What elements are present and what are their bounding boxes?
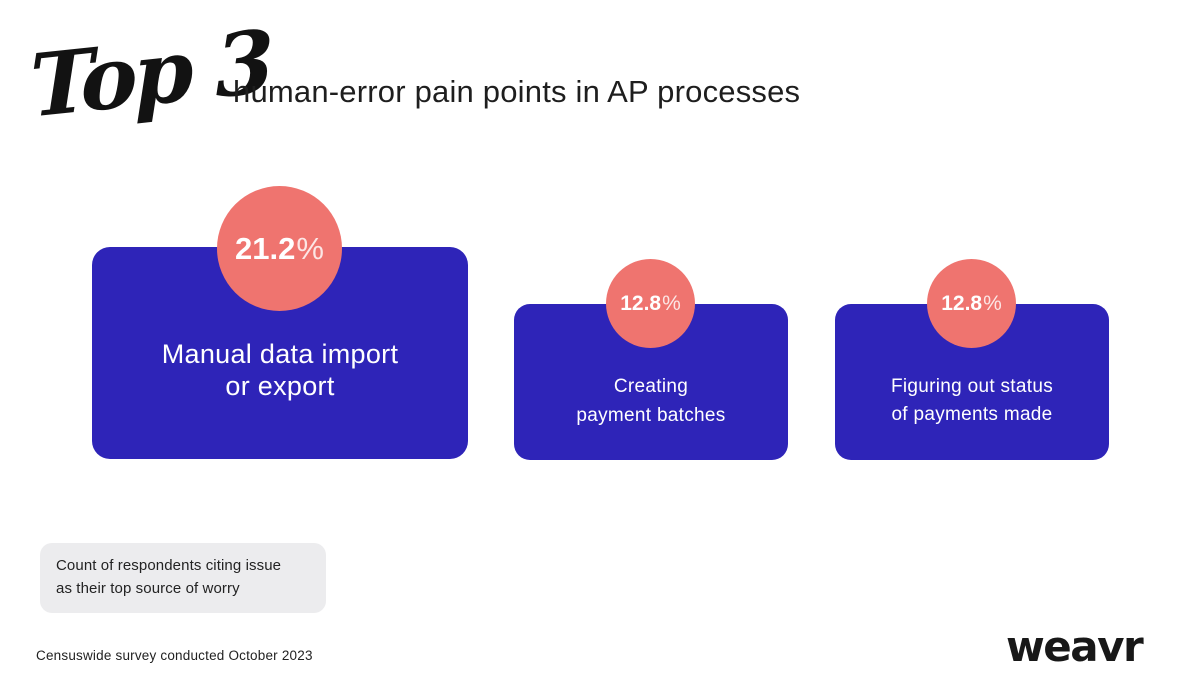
percent-bubble: 21.2% bbox=[217, 186, 342, 311]
page-title: human-error pain points in AP processes bbox=[233, 74, 801, 109]
percent-sign: % bbox=[662, 291, 681, 315]
card-label: Creating payment batches bbox=[576, 372, 725, 431]
card-label-line2: payment batches bbox=[576, 405, 726, 426]
card-label-line2: of payments made bbox=[891, 404, 1053, 425]
card-label-line2: or export bbox=[225, 371, 335, 401]
percent-bubble: 12.8% bbox=[606, 259, 695, 348]
survey-source-text: Censuswide survey conducted October 2023 bbox=[36, 648, 313, 663]
note-line1: Count of respondents citing issue bbox=[56, 557, 282, 574]
card-label: Manual data import or export bbox=[162, 338, 399, 403]
percent-value: 12.8 bbox=[941, 291, 983, 315]
percent-sign: % bbox=[983, 291, 1002, 315]
methodology-note: Count of respondents citing issue as the… bbox=[40, 543, 326, 613]
card-label-line1: Figuring out status bbox=[890, 376, 1053, 398]
top3-badge: Top 3 bbox=[28, 11, 273, 138]
card-label: Figuring out status of payments made bbox=[891, 373, 1053, 428]
card-label-line1: Manual data import bbox=[161, 338, 399, 369]
percent-bubble: 12.8% bbox=[927, 259, 1016, 348]
percent-value: 12.8 bbox=[620, 291, 662, 315]
percent-sign: % bbox=[296, 230, 324, 266]
percent-value: 21.2 bbox=[235, 230, 296, 266]
note-line2: as their top source of worry bbox=[56, 579, 240, 597]
weavr-logo: weavr bbox=[1006, 622, 1144, 671]
card-label-line1: Creating bbox=[613, 375, 689, 397]
